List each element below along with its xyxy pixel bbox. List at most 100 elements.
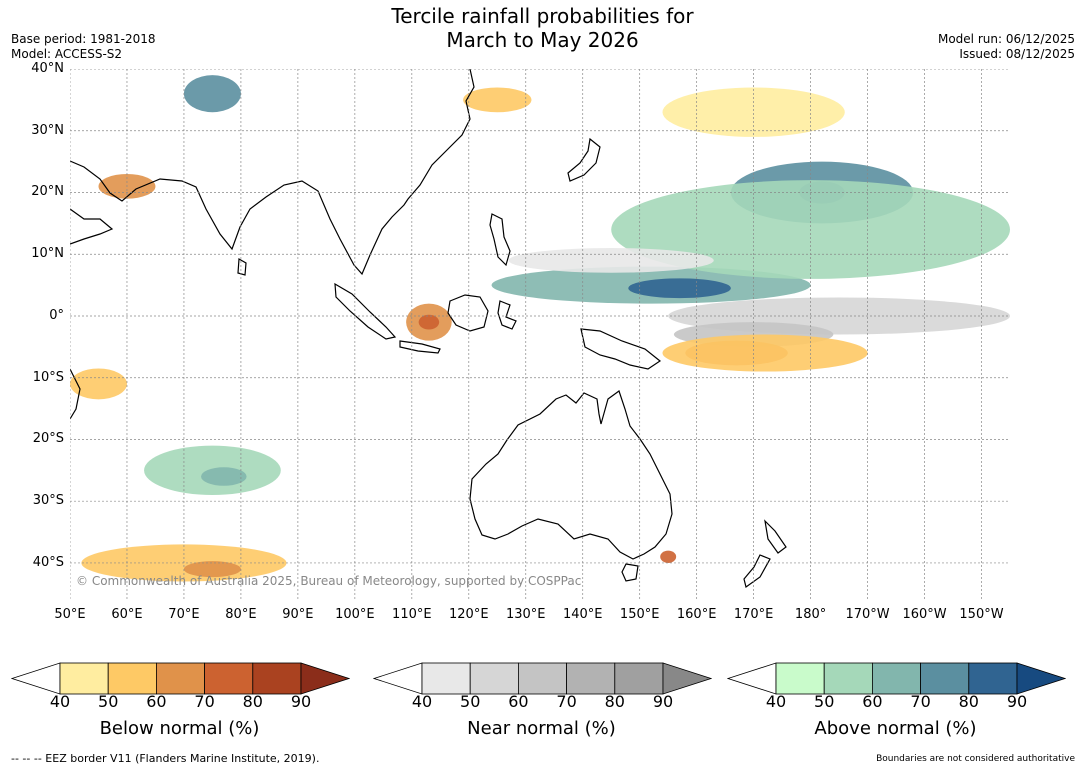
colorbar-tick: 60 [508, 692, 529, 711]
colorbar-tick: 80 [604, 692, 625, 711]
lon-label: 100°E [335, 607, 375, 622]
colorbar-segment [775, 662, 825, 695]
sumatra-coastline [334, 282, 397, 340]
colorbar-max-extend [1016, 662, 1066, 695]
colorbar-min-extend [373, 662, 423, 695]
region-below-14 [662, 334, 868, 372]
colorbar-tick: 40 [765, 692, 787, 711]
colorbar-segment [204, 662, 254, 695]
colorbar-segment [517, 662, 567, 695]
lon-label: 120°E [449, 607, 489, 622]
colorbar-tick: 40 [49, 692, 71, 711]
region-above-1 [628, 278, 731, 299]
lon-label: 170°E [733, 607, 774, 622]
lon-label: 150°W [959, 607, 1004, 622]
australia-coastline [469, 390, 673, 560]
colorbar-segment [968, 662, 1018, 695]
lat-label: 40°N [31, 61, 64, 76]
colorbar-max-extend [662, 662, 712, 695]
map-title: Tercile rainfall probabilities for March… [0, 4, 1085, 52]
colorbar-tick: 70 [194, 692, 215, 711]
map-canvas [70, 69, 1010, 600]
lon-label: 70°E [168, 607, 200, 622]
colorbar-tick: 50 [814, 692, 835, 711]
colorbar-above [727, 662, 1066, 695]
colorbar-segment [469, 662, 519, 695]
borneo-coastline [447, 294, 489, 332]
region-below-19 [662, 87, 845, 137]
colorbar-below [11, 662, 350, 695]
model-info: Base period: 1981-2018 Model: ACCESS-S2 [11, 32, 156, 62]
colorbar-min-extend [11, 662, 61, 695]
colorbar-tick: 70 [556, 692, 577, 711]
region-below-21 [660, 550, 677, 563]
colorbar-tick: 90 [1006, 692, 1028, 711]
colorbar-segment [155, 662, 205, 695]
colorbar-segment [566, 662, 616, 695]
colorbar-max-extend [300, 662, 350, 695]
sulawesi-coastline [497, 300, 517, 330]
region-below-18 [70, 368, 127, 400]
colorbar-tick: 90 [290, 692, 312, 711]
tasmania-coastline [621, 563, 639, 582]
region-above-4 [183, 75, 241, 113]
lon-label: 80°E [225, 607, 257, 622]
lon-label: 150°E [619, 607, 660, 622]
colorbar-tick: 50 [460, 692, 481, 711]
region-near-10 [508, 248, 714, 273]
colorbar-tick: 60 [862, 692, 883, 711]
colorbar-tick: 80 [958, 692, 979, 711]
copyright-notice: © Commonwealth of Australia 2025, Bureau… [76, 574, 582, 588]
eez-border-note: -- -- -- EEZ border V11 (Flanders Marine… [11, 752, 320, 765]
lat-label: 30°S [32, 493, 64, 509]
lon-label: 170°W [845, 607, 890, 622]
new-guinea-coastline [580, 328, 662, 370]
asia-coastline [70, 69, 475, 276]
lon-label: 160°W [902, 607, 947, 622]
probability-map[interactable] [70, 69, 1010, 600]
lat-label: 0° [49, 307, 64, 323]
lon-label: 140°E [562, 607, 603, 622]
colorbar-segment [59, 662, 109, 695]
japan-coastline [567, 137, 601, 182]
new-zealand-coastline [743, 519, 787, 589]
colorbar-tick: 70 [910, 692, 931, 711]
lon-label: 90°E [282, 607, 314, 622]
lat-label: 10°N [31, 246, 64, 262]
title-line-2: March to May 2026 [446, 28, 639, 52]
colorbar-label-below: Below normal (%) [99, 718, 260, 739]
colorbar-near [373, 662, 712, 695]
colorbar-tick: 60 [146, 692, 167, 711]
region-below-12 [418, 314, 440, 330]
colorbar-segment [920, 662, 970, 695]
colorbar-segment [823, 662, 873, 695]
lon-label: 60°E [111, 607, 143, 622]
colorbar-segment [421, 662, 471, 695]
lon-label: 50°E [54, 607, 86, 622]
base-period: Base period: 1981-2018 [11, 32, 156, 46]
colorbar-min-extend [727, 662, 777, 695]
arabia-coastline [70, 208, 114, 245]
issued-date: Issued: 08/12/2025 [959, 47, 1075, 61]
philippines-coastline [489, 213, 511, 267]
lat-label: 30°N [31, 122, 64, 138]
colorbar-label-above: Above normal (%) [814, 718, 977, 739]
colorbar-segment [614, 662, 664, 695]
lat-label: 10°S [32, 369, 64, 385]
lon-label: 130°E [505, 607, 546, 622]
colorbar-tick: 50 [98, 692, 119, 711]
colorbar-tick: 40 [411, 692, 433, 711]
lat-label: 20°N [31, 184, 64, 200]
colorbar-label-near: Near normal (%) [467, 718, 616, 739]
run-info: Model run: 06/12/2025 Issued: 08/12/2025 [938, 32, 1075, 62]
region-below-17 [183, 561, 241, 578]
africa-coastline [70, 368, 81, 420]
colorbar-segment [871, 662, 921, 695]
lon-label: 160°E [676, 607, 717, 622]
lon-label: 110°E [392, 607, 432, 622]
lat-label: 40°S [32, 554, 64, 570]
colorbar-tick: 90 [652, 692, 674, 711]
title-line-1: Tercile rainfall probabilities for [391, 4, 694, 28]
model-name: Model: ACCESS-S2 [11, 47, 123, 61]
region-below-20 [463, 87, 532, 113]
